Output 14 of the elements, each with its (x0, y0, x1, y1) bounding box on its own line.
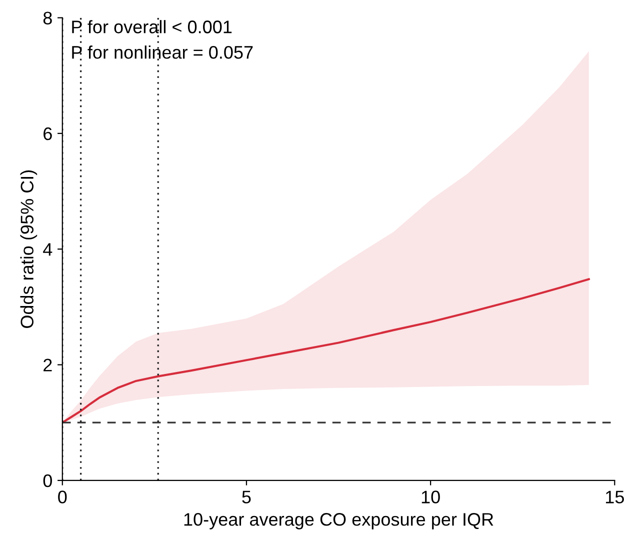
y-tick-label: 2 (44, 358, 52, 372)
y-tick-label: 8 (43, 12, 52, 24)
line-series (62, 278, 590, 424)
annotation: P for overall < 0.001 (72, 20, 232, 34)
y-tick-label: 6 (44, 127, 52, 140)
annotation: P for nonlinear = 0.057 (72, 46, 253, 59)
y-tick-label: 0 (43, 474, 52, 488)
x-tick-label: 5 (242, 490, 251, 504)
y-axis-title: Odds ratio (95% CI) (20, 170, 38, 328)
y-tick-label: 4 (43, 243, 52, 256)
x-tick-label: 15 (606, 490, 624, 504)
x-tick-label: 0 (58, 490, 67, 504)
x-axis-title: 10-year average CO exposure per IQR (184, 513, 494, 530)
x-tick-label: 10 (422, 490, 440, 504)
